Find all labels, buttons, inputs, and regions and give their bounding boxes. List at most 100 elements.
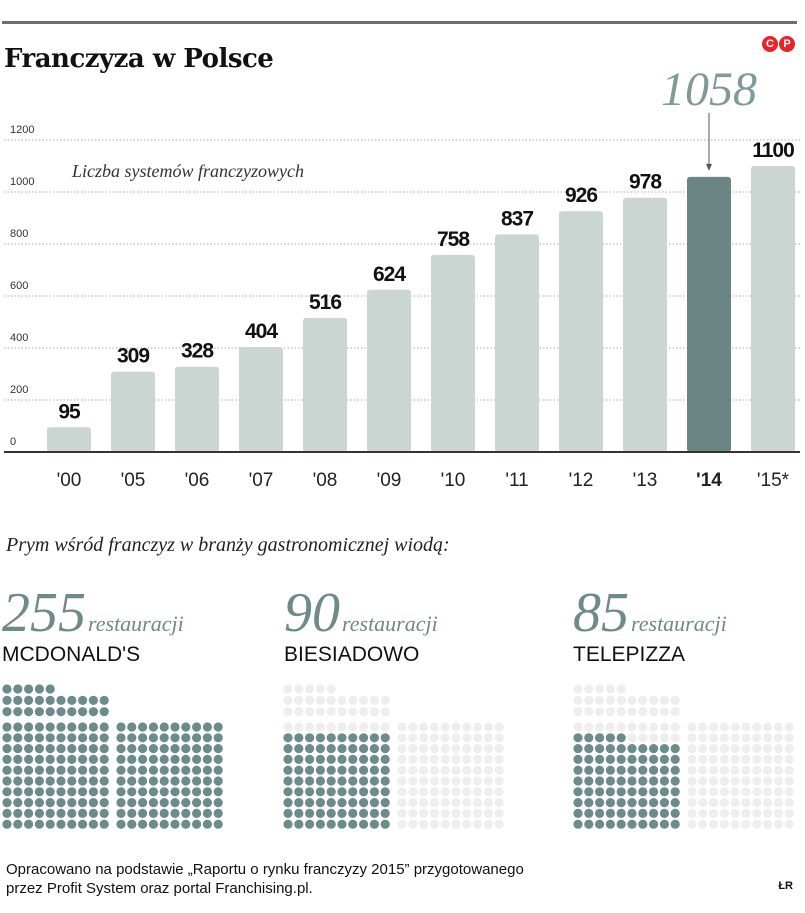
restaurant-dot-filled bbox=[616, 808, 626, 818]
restaurant-dot-filled bbox=[348, 776, 358, 786]
source-line-2: przez Profit System oraz portal Franchis… bbox=[6, 880, 313, 897]
restaurant-dot-filled bbox=[380, 798, 390, 808]
restaurant-dot-empty bbox=[698, 754, 708, 764]
restaurant-dot-empty bbox=[483, 776, 493, 786]
restaurant-dot-empty bbox=[451, 733, 461, 743]
restaurant-dot-empty bbox=[752, 765, 762, 775]
x-tick-label: '14 bbox=[696, 470, 722, 491]
restaurant-dot-empty bbox=[719, 776, 729, 786]
restaurant-dot-filled bbox=[659, 744, 669, 754]
restaurant-dot-filled bbox=[88, 808, 98, 818]
restaurant-dot-filled bbox=[283, 776, 293, 786]
bar-value-label: 95 bbox=[58, 400, 81, 423]
restaurant-dot-filled bbox=[170, 744, 180, 754]
restaurant-dot-filled bbox=[627, 776, 637, 786]
restaurant-dot-empty bbox=[451, 787, 461, 797]
bar-value-label: 926 bbox=[565, 184, 597, 207]
restaurant-dot-empty bbox=[763, 733, 773, 743]
restaurant-dot-filled bbox=[45, 744, 55, 754]
restaurant-dot-filled bbox=[359, 744, 369, 754]
restaurant-dot-filled bbox=[99, 808, 109, 818]
restaurant-dot-filled bbox=[348, 765, 358, 775]
restaurant-dot-empty bbox=[741, 819, 751, 829]
y-tick-label: 0 bbox=[10, 436, 16, 448]
restaurant-dot-empty bbox=[719, 722, 729, 732]
restaurant-name: MCDONALD'S bbox=[2, 643, 141, 666]
restaurant-dot-empty bbox=[462, 733, 472, 743]
restaurant-mcdonalds: 255restauracji MCDONALD'S bbox=[2, 585, 184, 667]
x-tick-label: '06 bbox=[185, 470, 210, 491]
restaurant-dot-filled bbox=[99, 754, 109, 764]
restaurant-dot-filled bbox=[24, 798, 34, 808]
restaurant-dot-empty bbox=[773, 787, 783, 797]
restaurant-dot-filled bbox=[573, 808, 583, 818]
restaurant-dot-filled bbox=[34, 707, 45, 717]
restaurant-dot-filled bbox=[78, 733, 88, 743]
restaurant-dot-empty bbox=[573, 695, 583, 705]
restaurant-dot-empty bbox=[595, 707, 605, 717]
restaurant-dot-filled bbox=[670, 754, 680, 764]
restaurant-dot-filled bbox=[116, 819, 126, 829]
restaurant-dot-empty bbox=[687, 765, 697, 775]
restaurant-dot-filled bbox=[315, 765, 325, 775]
restaurant-count: 255 bbox=[2, 582, 86, 644]
restaurant-dot-empty bbox=[730, 754, 740, 764]
restaurant-dot-filled bbox=[127, 754, 137, 764]
restaurant-dot-filled bbox=[348, 819, 358, 829]
restaurant-dot-filled bbox=[670, 787, 680, 797]
restaurant-dot-empty bbox=[730, 819, 740, 829]
restaurant-dot-filled bbox=[213, 765, 223, 775]
restaurant-dot-empty bbox=[473, 819, 483, 829]
restaurant-dot-filled bbox=[659, 787, 669, 797]
restaurant-dot-filled bbox=[148, 798, 158, 808]
restaurant-dot-filled bbox=[649, 765, 659, 775]
dot-grid-telepizza bbox=[573, 684, 794, 829]
source-note: Opracowano na podstawie „Raportu o rynku… bbox=[6, 860, 524, 898]
y-tick-label: 600 bbox=[10, 280, 28, 292]
restaurant-dot-empty bbox=[687, 722, 697, 732]
restaurant-dot-filled bbox=[138, 765, 148, 775]
x-tick-label: '08 bbox=[313, 470, 338, 491]
restaurant-dot-filled bbox=[326, 819, 336, 829]
restaurant-dot-filled bbox=[13, 798, 23, 808]
restaurant-dot-empty bbox=[752, 798, 762, 808]
restaurant-dot-filled bbox=[627, 765, 637, 775]
restaurant-dot-empty bbox=[483, 744, 493, 754]
restaurant-dot-filled bbox=[138, 819, 148, 829]
restaurant-dot-filled bbox=[13, 744, 23, 754]
restaurant-dot-empty bbox=[473, 798, 483, 808]
restaurant-dot-empty bbox=[359, 722, 369, 732]
restaurant-dot-filled bbox=[202, 733, 212, 743]
restaurant-dot-empty bbox=[573, 722, 583, 732]
restaurant-dot-filled bbox=[127, 798, 137, 808]
restaurant-name: BIESIADOWO bbox=[284, 643, 420, 666]
restaurant-dot-empty bbox=[659, 733, 669, 743]
restaurant-dot-filled bbox=[348, 733, 358, 743]
restaurant-dot-filled bbox=[616, 787, 626, 797]
restaurant-dot-filled bbox=[2, 744, 12, 754]
restaurant-dot-empty bbox=[605, 695, 615, 705]
restaurant-dot-filled bbox=[148, 765, 158, 775]
restaurant-dot-empty bbox=[730, 733, 740, 743]
restaurant-dot-filled bbox=[45, 754, 55, 764]
restaurant-dot-empty bbox=[752, 819, 762, 829]
restaurant-dot-filled bbox=[315, 744, 325, 754]
restaurant-dot-filled bbox=[202, 722, 212, 732]
top-rule bbox=[2, 21, 797, 24]
restaurant-dot-empty bbox=[494, 733, 504, 743]
restaurant-dot-filled bbox=[13, 787, 23, 797]
restaurant-name: TELEPIZZA bbox=[573, 643, 686, 666]
restaurant-dot-filled bbox=[170, 776, 180, 786]
restaurant-dot-filled bbox=[337, 819, 347, 829]
restaurant-dot-filled bbox=[67, 722, 77, 732]
restaurant-dot-empty bbox=[380, 707, 390, 717]
restaurant-dot-filled bbox=[181, 733, 191, 743]
restaurant-dot-empty bbox=[397, 744, 407, 754]
restaurant-dot-filled bbox=[99, 787, 109, 797]
restaurant-dot-filled bbox=[326, 733, 336, 743]
restaurant-dot-empty bbox=[294, 684, 304, 694]
restaurant-dot-empty bbox=[773, 776, 783, 786]
restaurant-dot-filled bbox=[573, 819, 583, 829]
restaurant-dot-filled bbox=[202, 744, 212, 754]
bar-chart: 0 200 400 600 800 1000 1200 Liczba systemów fra… bbox=[4, 70, 800, 491]
